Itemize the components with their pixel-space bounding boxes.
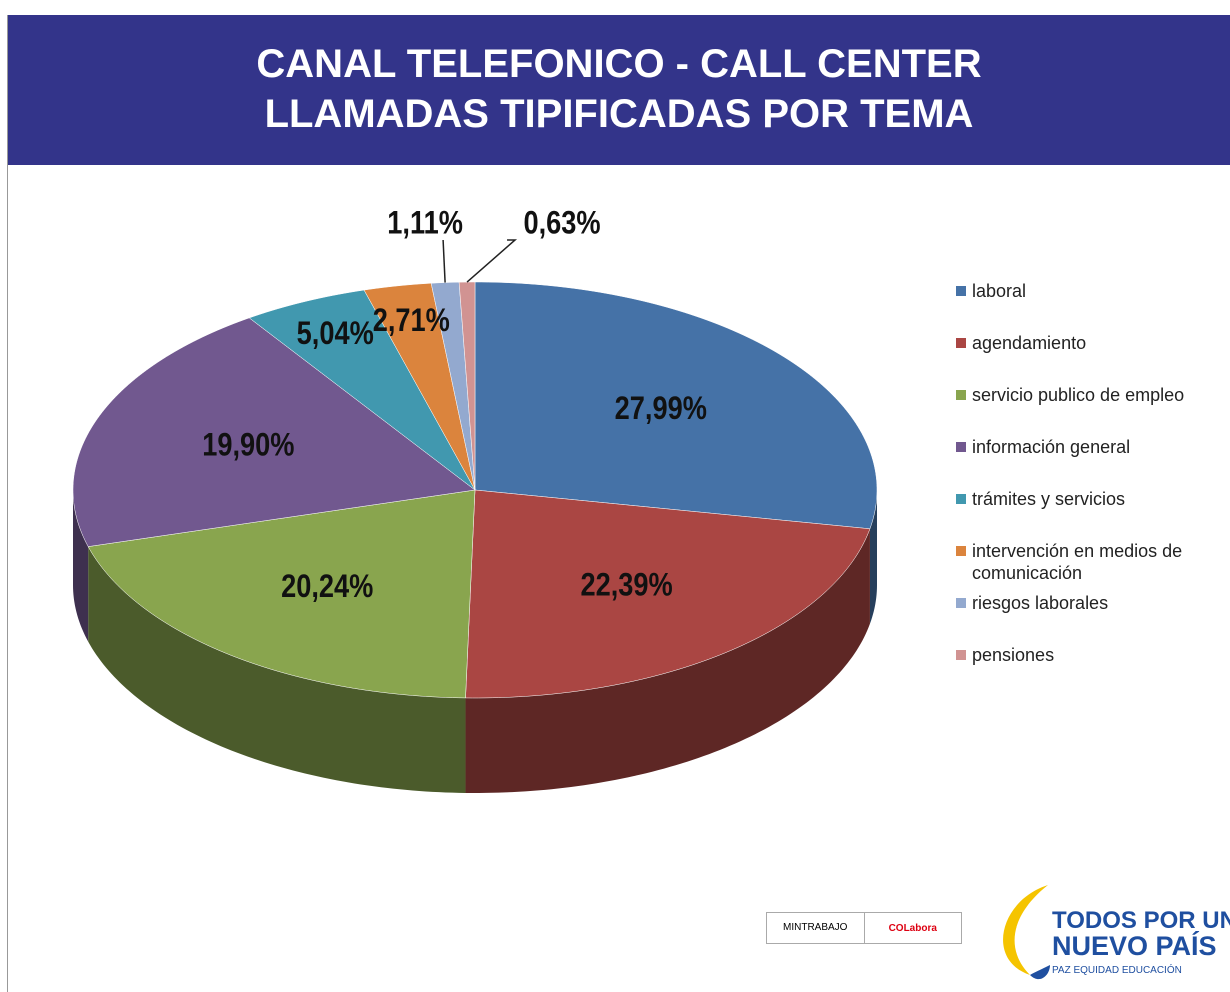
- legend-label: trámites y servicios: [972, 489, 1126, 509]
- legend-label: información general: [972, 437, 1131, 457]
- legend-swatch: [956, 650, 966, 660]
- legend-swatch: [956, 598, 966, 608]
- title-bar: CANAL TELEFONICO - CALL CENTER LLAMADAS …: [8, 15, 1230, 165]
- chart-subtitle: LLAMADAS TIPIFICADAS POR TEMA: [264, 92, 974, 136]
- data-label: 2,71%: [373, 303, 450, 339]
- legend-swatch: [956, 546, 966, 556]
- pie-slice: [458, 281, 476, 491]
- logo-box: MINTRABAJO COLabora: [766, 912, 962, 944]
- data-label: 22,39%: [581, 567, 673, 603]
- legend-item: intervención en medios de comunicación: [956, 540, 1212, 584]
- leader-line: [442, 239, 446, 283]
- pie-slice: [72, 317, 476, 547]
- legend-item: servicio publico de empleo: [956, 384, 1212, 406]
- pie-slice: [363, 282, 476, 491]
- pie-slice: [87, 489, 476, 699]
- legend-swatch: [956, 442, 966, 452]
- leader-line: [466, 239, 518, 283]
- legend-swatch: [956, 494, 966, 504]
- pie-slice: [474, 281, 878, 530]
- pie-side: [869, 490, 877, 624]
- pie-side: [465, 528, 870, 793]
- legend-label: laboral: [972, 281, 1027, 301]
- legend-item: riesgos laborales: [956, 592, 1212, 614]
- legend-item: trámites y servicios: [956, 488, 1212, 510]
- legend-item: pensiones: [956, 644, 1212, 666]
- legend-label: riesgos laborales: [972, 593, 1109, 613]
- data-label: 19,90%: [202, 428, 294, 464]
- pie-slice: [248, 289, 476, 491]
- logo-mintrabajo: MINTRABAJO: [767, 913, 865, 943]
- data-label: 0,63%: [523, 205, 600, 241]
- slide-edge: [7, 15, 8, 992]
- pie-side: [73, 490, 89, 642]
- legend-label: intervención en medios de comunicación: [972, 541, 1183, 583]
- legend-swatch: [956, 286, 966, 296]
- data-label: 1,11%: [387, 205, 463, 241]
- data-label: 27,99%: [615, 391, 707, 427]
- pie-slice: [430, 281, 476, 491]
- legend-item: información general: [956, 436, 1212, 458]
- pie-side: [88, 546, 466, 793]
- legend-item: laboral: [956, 280, 1212, 302]
- data-label: 5,04%: [297, 316, 374, 352]
- pie-slice: [465, 489, 871, 699]
- legend-label: servicio publico de empleo: [972, 385, 1185, 405]
- legend-item: agendamiento: [956, 332, 1212, 354]
- legend-swatch: [956, 390, 966, 400]
- legend-swatch: [956, 338, 966, 348]
- logo-colabora: COLabora: [888, 922, 937, 934]
- chart-title: CANAL TELEFONICO - CALL CENTER: [256, 42, 982, 86]
- legend-label: agendamiento: [972, 333, 1087, 353]
- legend-label: pensiones: [972, 645, 1055, 665]
- data-label: 20,24%: [281, 569, 373, 605]
